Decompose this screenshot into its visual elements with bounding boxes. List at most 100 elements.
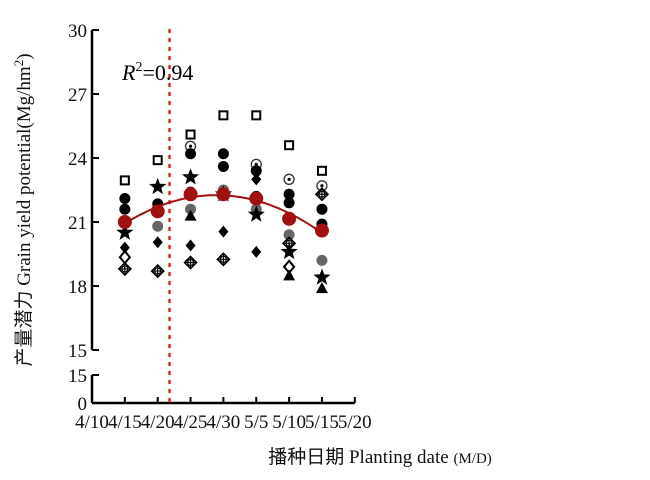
y-tick-label: 27 [68,85,87,106]
x-tick-label: 5/15 [305,412,339,433]
square-marker [284,140,295,151]
triangle-marker [184,209,197,221]
gray-mark [283,229,295,241]
star-marker [280,242,298,260]
circle-mark [217,148,229,160]
star-marker [149,177,167,195]
cross-lines [315,188,328,201]
cross-lines [118,262,131,275]
cross-lines [184,256,197,269]
triangle-mark [315,282,328,294]
star-mark [280,242,298,260]
circle-mark [250,165,262,177]
mean-point [183,187,198,202]
data-points [116,110,331,294]
star-marker [247,205,265,222]
circle-marker [119,193,131,205]
y-tick-label: 15 [68,366,87,387]
star-mark [313,268,331,285]
circle-marker [217,148,229,160]
y-tick-label: 0 [78,394,88,415]
x-tick-label: 4/25 [174,412,208,433]
crossdiamond-marker [314,187,330,202]
square-mark [284,140,295,151]
crossdiamond-marker [150,263,165,279]
y-tick-label: 15 [68,341,87,362]
triangle-mark [184,209,197,221]
square-marker [218,110,229,121]
star-marker [313,268,331,285]
y-tick-label: 21 [68,213,87,234]
dotcircle-marker [283,173,295,185]
square-mark [119,175,130,186]
square-marker [185,129,196,140]
circle-marker [250,165,262,177]
gray-mark [152,220,164,232]
diamond-marker [152,236,163,249]
crossdiamond-marker [117,261,132,277]
square-marker [316,165,327,176]
circle-marker [185,148,197,160]
diamond-mark [152,236,163,249]
gray-mark [316,254,328,266]
x-tick-label: 5/20 [338,412,372,433]
y-tick-label: 24 [68,149,88,170]
diamond-marker [218,225,229,238]
diamond-marker [185,239,196,252]
star-marker [182,168,200,185]
circle-mark [119,193,131,205]
square-mark [316,165,327,176]
diamond-mark [251,245,262,258]
mean-point [282,211,297,226]
y-tick-label: 30 [68,21,87,42]
square-marker [152,155,163,166]
x-tick-label: 4/15 [108,412,142,433]
dot [287,177,291,181]
mean-point [249,191,264,206]
crossdiamond-marker [216,252,231,267]
diamond-marker [251,245,262,258]
diamond-marker [251,173,262,186]
mean-point [314,223,329,238]
mean-point [216,187,231,202]
circle-mark [316,203,328,215]
gray-marker [283,229,295,241]
r-squared-annotation: R2=0.94 [121,60,193,85]
star-marker [116,223,134,240]
circle-mark [283,197,295,209]
diamond-open-mark [118,249,132,265]
x-tick-label: 4/20 [141,412,175,433]
gray-mark [185,203,197,215]
diamond-mark [218,225,229,238]
triangle-marker [283,269,296,281]
triangle-mark [283,269,296,281]
dot [254,162,258,166]
cross-lines [151,265,164,278]
circle-marker [217,161,229,173]
star-mark [182,168,200,185]
gray-marker [152,220,164,232]
x-tick-label: 4/30 [207,412,241,433]
diamond-mark [119,241,130,254]
y-axis-label: 产量潜力 Grain yield potential(Mg/hm2) [11,53,35,366]
diamond-mark [251,173,262,186]
mean-point [117,215,132,229]
x-tick-label: 5/10 [272,412,306,433]
triangle-marker [315,282,328,294]
star-mark [149,177,167,195]
x-tick-label: 5/5 [244,412,268,433]
square-mark [185,129,196,140]
y-tick-label: 18 [68,277,87,298]
circle-marker [316,203,328,215]
circle-mark [185,148,197,160]
square-mark [152,155,163,166]
crossdiamond-marker [183,255,198,270]
x-tick-label: 4/10 [75,412,109,433]
circle-marker [283,188,295,200]
gray-marker [185,203,197,215]
gray-marker [316,254,328,266]
star-mark [247,205,265,222]
dot [320,184,324,188]
